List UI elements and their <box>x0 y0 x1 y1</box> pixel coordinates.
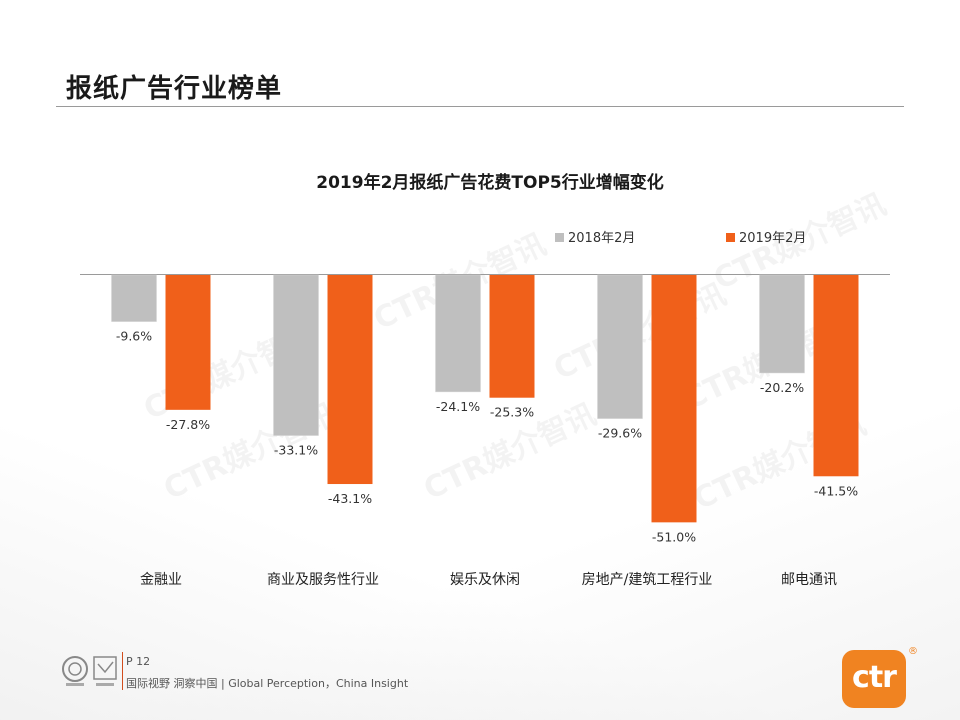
bar-2019-0 <box>165 275 211 410</box>
data-label-2019-2: -25.3% <box>490 405 534 420</box>
bar-2018-4 <box>759 274 805 374</box>
chart-title: 2019年2月报纸广告花费TOP5行业增幅变化 <box>316 172 663 193</box>
data-label-2018-1: -33.1% <box>274 443 318 458</box>
registered-mark: ® <box>908 646 918 657</box>
bar-labels-layer: -9.6% -27.8% -33.1% -43.1% -24.1% -25.3% -29.6… <box>116 329 858 545</box>
bar-2018-3 <box>597 274 643 419</box>
data-label-2019-0: -27.8% <box>166 417 210 432</box>
bar-2018-1 <box>273 274 319 436</box>
title-divider <box>56 106 904 107</box>
ctr-logo: ctr <box>842 650 906 708</box>
data-label-2018-0: -9.6% <box>116 329 152 344</box>
data-label-2018-2: -24.1% <box>436 399 480 414</box>
category-label-2: 娱乐及休闲 <box>450 572 520 588</box>
page-number: P 12 <box>126 655 151 668</box>
category-label-4: 邮电通讯 <box>781 572 837 588</box>
bar-2018-2 <box>435 274 481 393</box>
footer-divider <box>122 652 123 690</box>
data-label-2018-4: -20.2% <box>760 380 804 395</box>
chart-legend: 2018年2月 2019年2月 <box>555 231 806 246</box>
category-label-1: 商业及服务性行业 <box>267 572 379 588</box>
legend-swatch-2019 <box>726 233 735 242</box>
category-labels-layer: 金融业 商业及服务性行业 娱乐及休闲 房地产/建筑工程行业 邮电通讯 <box>140 572 837 588</box>
legend-label-2019: 2019年2月 <box>739 231 806 246</box>
data-label-2018-3: -29.6% <box>598 426 642 441</box>
bar-2018-0 <box>111 274 157 322</box>
category-label-3: 房地产/建筑工程行业 <box>582 572 713 588</box>
bar-2019-3 <box>651 275 697 523</box>
category-label-0: 金融业 <box>140 572 182 588</box>
data-label-2019-3: -51.0% <box>652 529 696 544</box>
data-label-2019-1: -43.1% <box>328 491 372 506</box>
data-label-2019-4: -41.5% <box>814 483 858 498</box>
bars-layer <box>111 274 859 523</box>
bar-2019-1 <box>327 275 373 485</box>
footer-slogan: 国际视野 洞察中国 | Global Perception，China Insi… <box>126 677 409 690</box>
legend-label-2018: 2018年2月 <box>568 231 635 246</box>
bar-2019-2 <box>489 275 535 398</box>
bar-2019-4 <box>813 275 859 477</box>
page-title: 报纸广告行业榜单 <box>66 74 283 104</box>
certification-badges-icon <box>60 654 120 688</box>
legend-swatch-2018 <box>555 233 564 242</box>
